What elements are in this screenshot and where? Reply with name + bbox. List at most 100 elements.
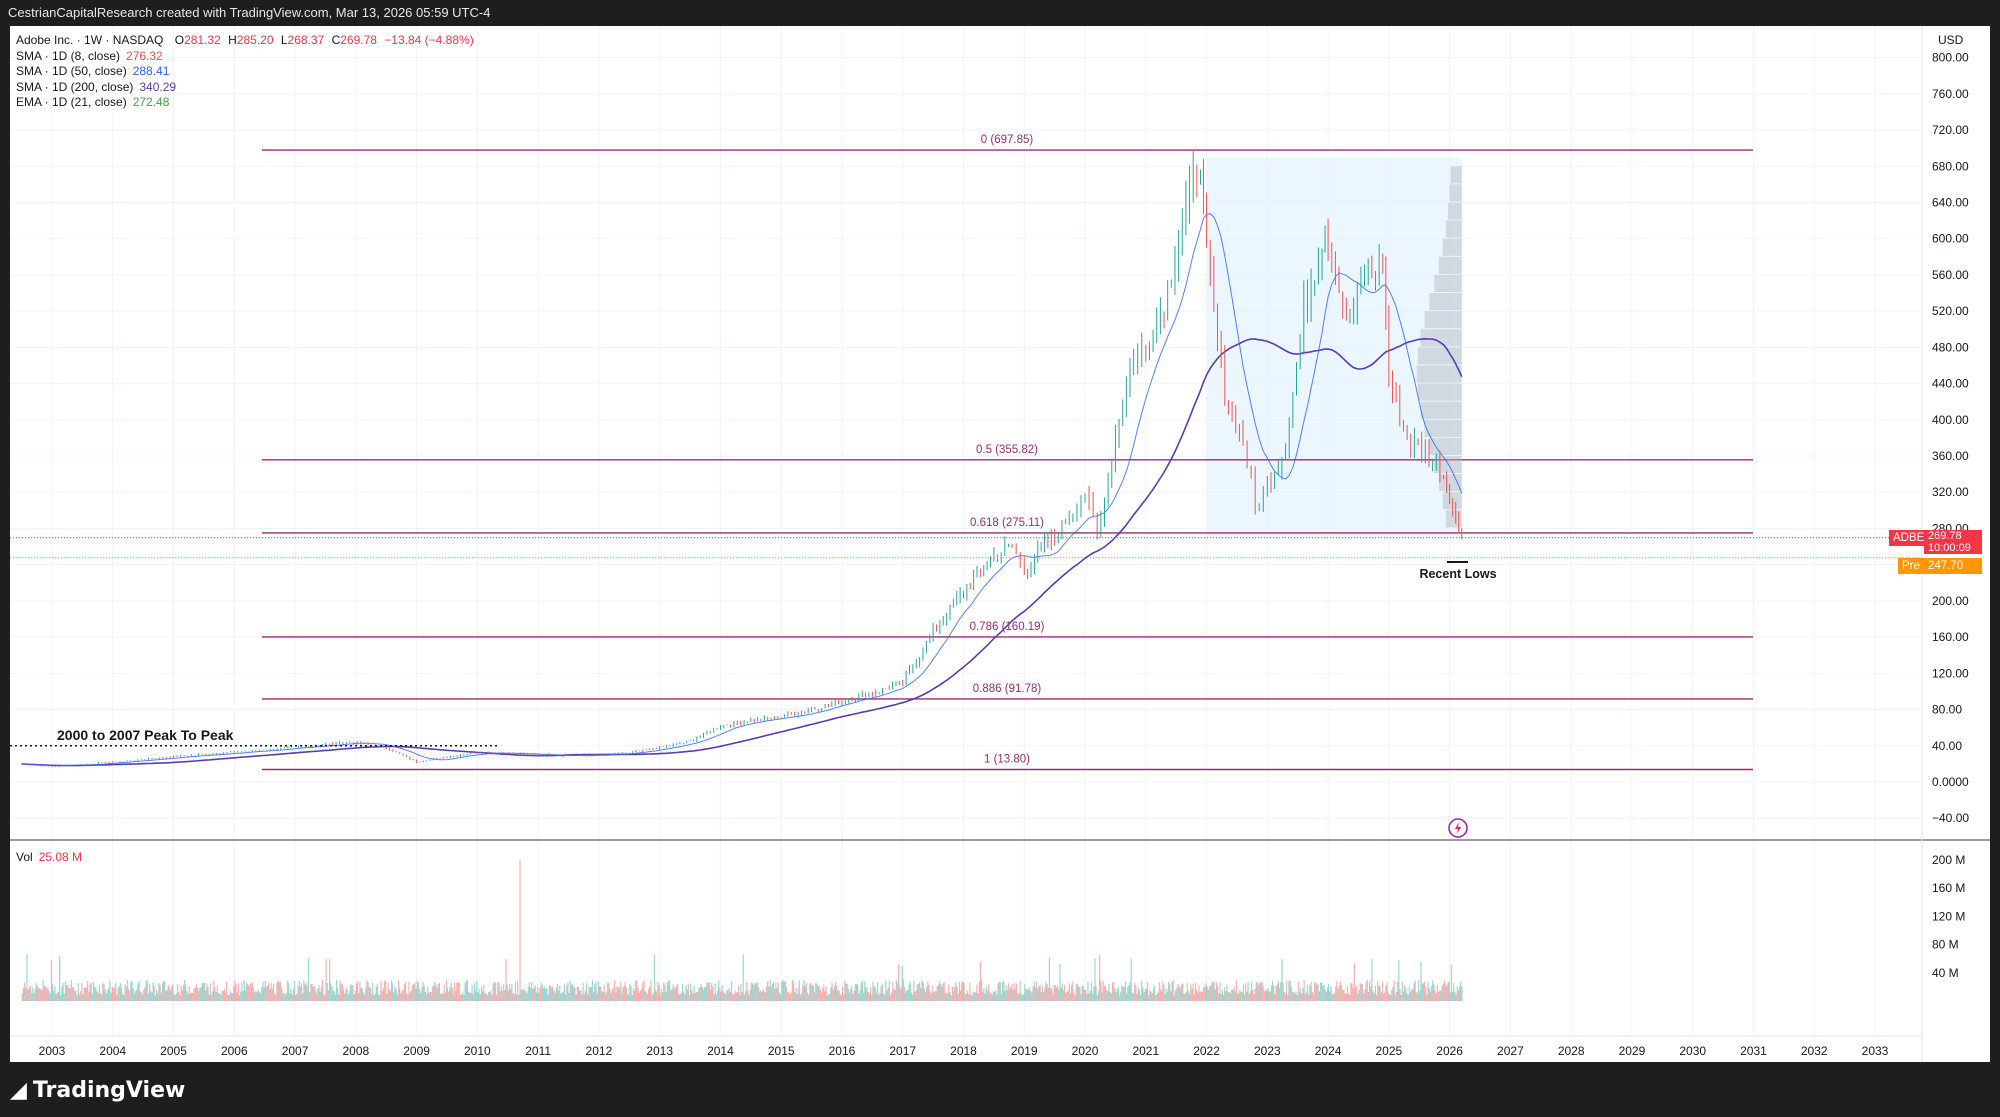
indicator-row[interactable]: SMA · 1D (50, close) 288.41 — [16, 64, 170, 78]
time-tick-label: 2032 — [1801, 1044, 1828, 1058]
volume-bar — [1090, 982, 1093, 1001]
volume-bar — [1206, 986, 1208, 1001]
volume-bar — [934, 991, 936, 1001]
volume-legend[interactable]: Vol 25.08 M — [16, 850, 82, 866]
volume-bar — [654, 989, 657, 1001]
price-axis[interactable]: 800.00 760.00 720.00 680.00 640.00 600.00 560.… — [1932, 51, 1969, 826]
lightning-icon[interactable] — [1448, 818, 1468, 838]
indicator-row[interactable]: SMA · 1D (200, close) 340.29 — [16, 79, 177, 94]
volume-bar — [137, 983, 139, 1001]
volume-bar — [815, 983, 817, 1001]
volume-bar — [423, 985, 425, 1001]
volume-bar — [808, 995, 810, 1001]
volume-bar — [795, 987, 797, 1001]
time-tick-label: 2017 — [889, 1044, 916, 1058]
volume-bar — [1269, 992, 1271, 1001]
volume-bar — [414, 982, 416, 1001]
indicator-row[interactable]: SMA · 1D (8, close) 276.32 — [16, 48, 163, 63]
volume-bar — [1051, 988, 1053, 1001]
volume-bar — [1215, 982, 1218, 1001]
volume-bar — [61, 986, 63, 1001]
volume-bar — [30, 992, 33, 1001]
volume-bar — [958, 981, 961, 1001]
volume-bar — [1187, 990, 1190, 1001]
volume-bar — [1136, 994, 1138, 1001]
volume-bar — [217, 993, 220, 1001]
volume-bar — [1235, 980, 1237, 1001]
volume-bar — [705, 986, 707, 1001]
volume-bar — [455, 990, 457, 1001]
time-tick-label: 2008 — [342, 1044, 369, 1058]
volume-bar — [407, 995, 409, 1001]
symbol-price-tag[interactable]: ADBE — [1889, 530, 1929, 546]
volume-bar — [809, 983, 811, 1001]
symbol-row[interactable]: Adobe Inc. · 1W · NASDAQ O281.32 H285.20… — [16, 33, 474, 47]
volume-bar — [1308, 994, 1310, 1001]
volume-bar — [633, 990, 636, 1001]
time-tick-label: 2015 — [768, 1044, 795, 1058]
volume-bar — [49, 993, 51, 1001]
volume-bar — [338, 994, 340, 1001]
volume-bar — [972, 991, 975, 1001]
tradingview-logo[interactable]: ◢ TradingView — [10, 1078, 186, 1103]
volume-bar — [671, 988, 673, 1001]
volume-bar — [871, 995, 873, 1001]
volume-bar — [399, 987, 401, 1001]
volume-bar — [1032, 986, 1034, 1001]
volume-bar — [99, 993, 102, 1001]
volume-bar — [1242, 984, 1244, 1001]
volume-bar — [292, 989, 294, 1001]
volume-bar — [256, 992, 258, 1001]
volume-bar — [547, 994, 549, 1001]
chart-panel[interactable] — [10, 26, 1990, 1062]
indicator-row[interactable]: EMA · 1D (21, close) 272.48 — [16, 95, 170, 109]
volume-bar — [152, 982, 154, 1001]
last-price-tag[interactable]: 269.78 10:00:09 — [1924, 530, 1982, 554]
volume-bar — [531, 982, 533, 1001]
volume-bar — [1250, 981, 1253, 1001]
volume-bar — [982, 991, 984, 1001]
volume-bar — [1157, 992, 1159, 1001]
premarket-label-tag[interactable]: Pre — [1898, 558, 1924, 574]
volume-bar — [640, 989, 643, 1001]
volume-bar — [672, 984, 674, 1001]
volume-bar — [853, 990, 855, 1001]
volume-bar — [89, 984, 91, 1001]
volume-bar — [1448, 981, 1450, 1001]
profile-bin — [1424, 311, 1462, 329]
volume-bar — [450, 982, 452, 1001]
volume-bar — [567, 982, 569, 1001]
volume-bar — [1447, 982, 1449, 1001]
volume-bar — [1450, 964, 1453, 1001]
volume-bar — [1434, 990, 1436, 1001]
volume-bar — [42, 979, 44, 1001]
volume-bar — [518, 994, 520, 1001]
volume-bar — [1339, 981, 1341, 1001]
volume-bar — [1387, 992, 1389, 1001]
volume-bar — [552, 986, 554, 1001]
volume-bar — [352, 985, 354, 1001]
currency-label[interactable]: USD — [1938, 33, 1964, 47]
price-chart[interactable]: 0 (697.85)0.5 (355.82)0.618 (275.11)0.78… — [0, 0, 2000, 1062]
volume-bar — [198, 990, 200, 1001]
volume-bar — [1163, 984, 1165, 1001]
volume-bar — [485, 993, 487, 1001]
volume-bar — [1028, 987, 1031, 1001]
volume-bar — [84, 987, 86, 1001]
volume-bar — [997, 983, 999, 1001]
volume-bar — [1067, 990, 1069, 1001]
volume-bar — [180, 985, 182, 1001]
volume-bar — [90, 981, 92, 1001]
fib-retracement[interactable]: 0 (697.85)0.5 (355.82)0.618 (275.11)0.78… — [262, 134, 1753, 771]
volume-bar — [561, 992, 563, 1001]
volume-bar — [67, 984, 69, 1001]
volume-bar — [836, 985, 838, 1001]
volume-bar — [880, 986, 882, 1001]
volume-bar — [1101, 992, 1103, 1001]
premarket-price-tag[interactable]: 247.70 — [1924, 558, 1982, 574]
volume-bar — [651, 994, 653, 1001]
volume-bar — [1014, 988, 1017, 1001]
volume-bar — [901, 965, 903, 1001]
time-axis[interactable]: 2003 2004 2005 2006 2007 2008 2009 2010 2011 2012… — [39, 1044, 1889, 1058]
volume-bar — [50, 960, 53, 1001]
